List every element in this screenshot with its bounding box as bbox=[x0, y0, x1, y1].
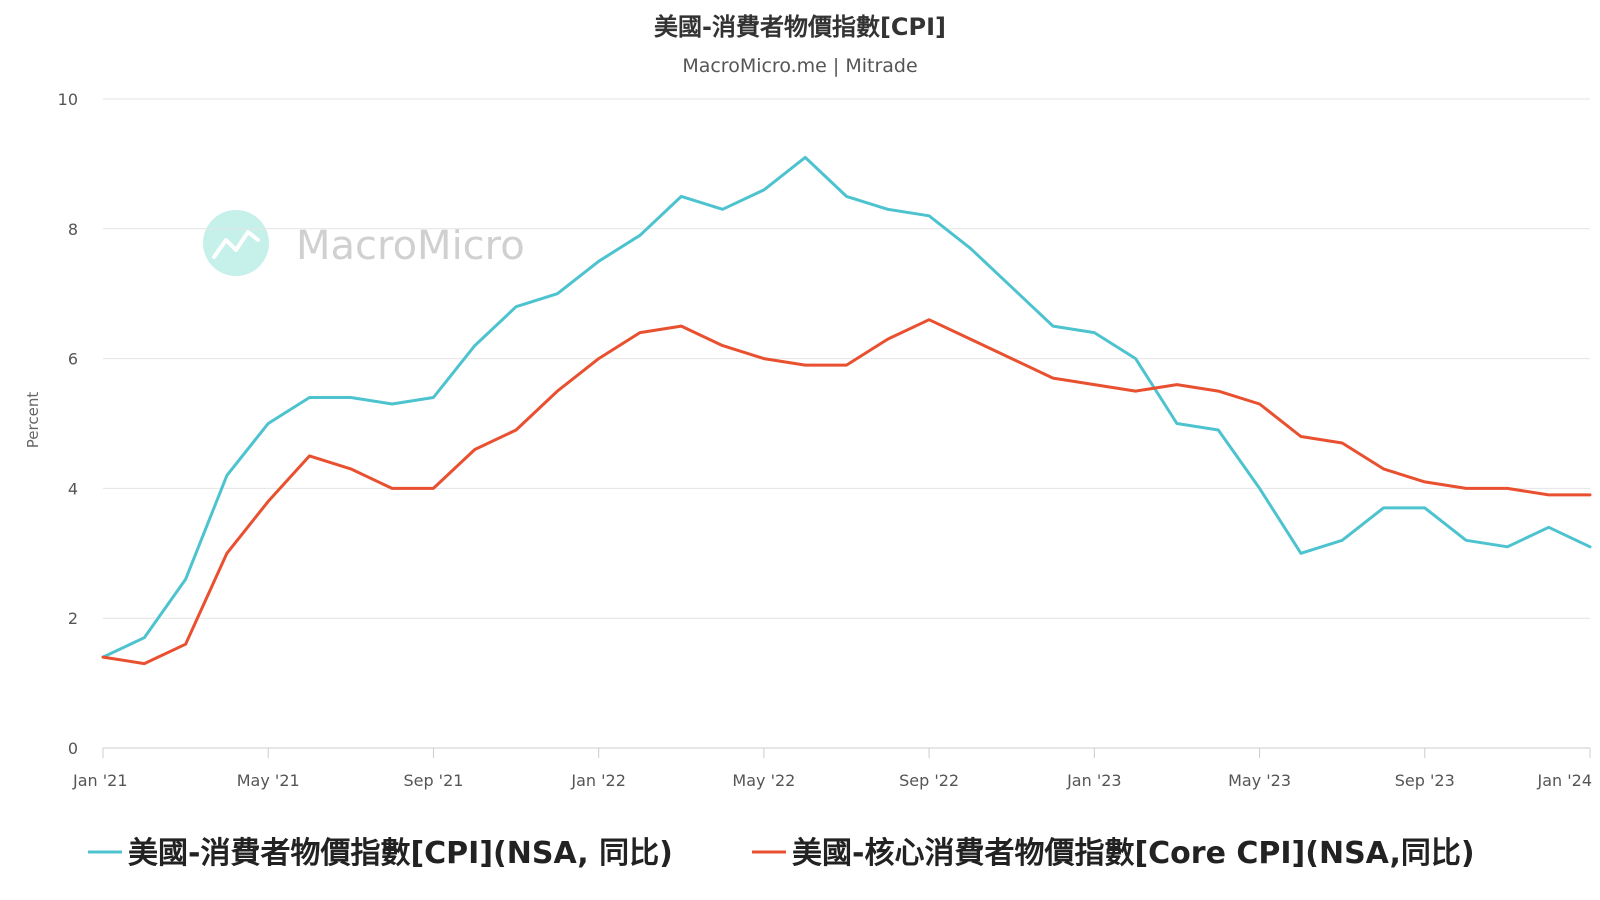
series-lines bbox=[101, 155, 1592, 666]
x-axis: Jan '21 May '21 Sep '21 Jan '22 May '22 Sep '… bbox=[72, 748, 1592, 790]
y-tick-label: 0 bbox=[68, 739, 78, 758]
x-tick-label: Sep '22 bbox=[899, 771, 959, 790]
series-line-1 bbox=[101, 155, 1592, 659]
x-tick-label: Sep '23 bbox=[1395, 771, 1455, 790]
grid bbox=[103, 98, 1590, 619]
series-line-2 bbox=[101, 318, 1592, 666]
x-tick-label: Jan '22 bbox=[570, 771, 626, 790]
y-tick-label: 4 bbox=[68, 479, 78, 498]
y-axis-label: Percent bbox=[24, 392, 42, 449]
watermark-text: MacroMicro bbox=[296, 223, 525, 269]
x-tick-label: May '23 bbox=[1228, 771, 1291, 790]
x-tick-label: Jan '21 bbox=[72, 771, 128, 790]
y-tick-label: 6 bbox=[68, 350, 78, 369]
x-tick-label: Sep '21 bbox=[403, 771, 463, 790]
y-tick-label: 10 bbox=[58, 90, 78, 109]
watermark: MacroMicro bbox=[203, 210, 525, 276]
x-tick-label: May '22 bbox=[732, 771, 795, 790]
watermark-logo-icon bbox=[203, 210, 269, 276]
watermark-logo-line bbox=[212, 230, 260, 259]
x-tick-label: Jan '24 bbox=[1536, 771, 1592, 790]
y-tick-label: 2 bbox=[68, 609, 78, 628]
chart-title: 美國-消費者物價指數[CPI] bbox=[654, 13, 946, 41]
legend-label-1: 美國-消費者物價指數[CPI](NSA, 同比) bbox=[128, 836, 673, 871]
x-tick-label: Jan '23 bbox=[1066, 771, 1122, 790]
legend-label-2: 美國-核心消費者物價指數[Core CPI](NSA,同比) bbox=[792, 836, 1475, 871]
legend: 美國-消費者物價指數[CPI](NSA, 同比) 美國-核心消費者物價指數[Cor… bbox=[88, 836, 1475, 871]
y-tick-label: 8 bbox=[68, 220, 78, 239]
chart-subtitle: MacroMicro.me | Mitrade bbox=[682, 55, 917, 77]
y-axis: 0 2 4 6 8 10 bbox=[58, 90, 78, 758]
x-tick-label: May '21 bbox=[237, 771, 300, 790]
